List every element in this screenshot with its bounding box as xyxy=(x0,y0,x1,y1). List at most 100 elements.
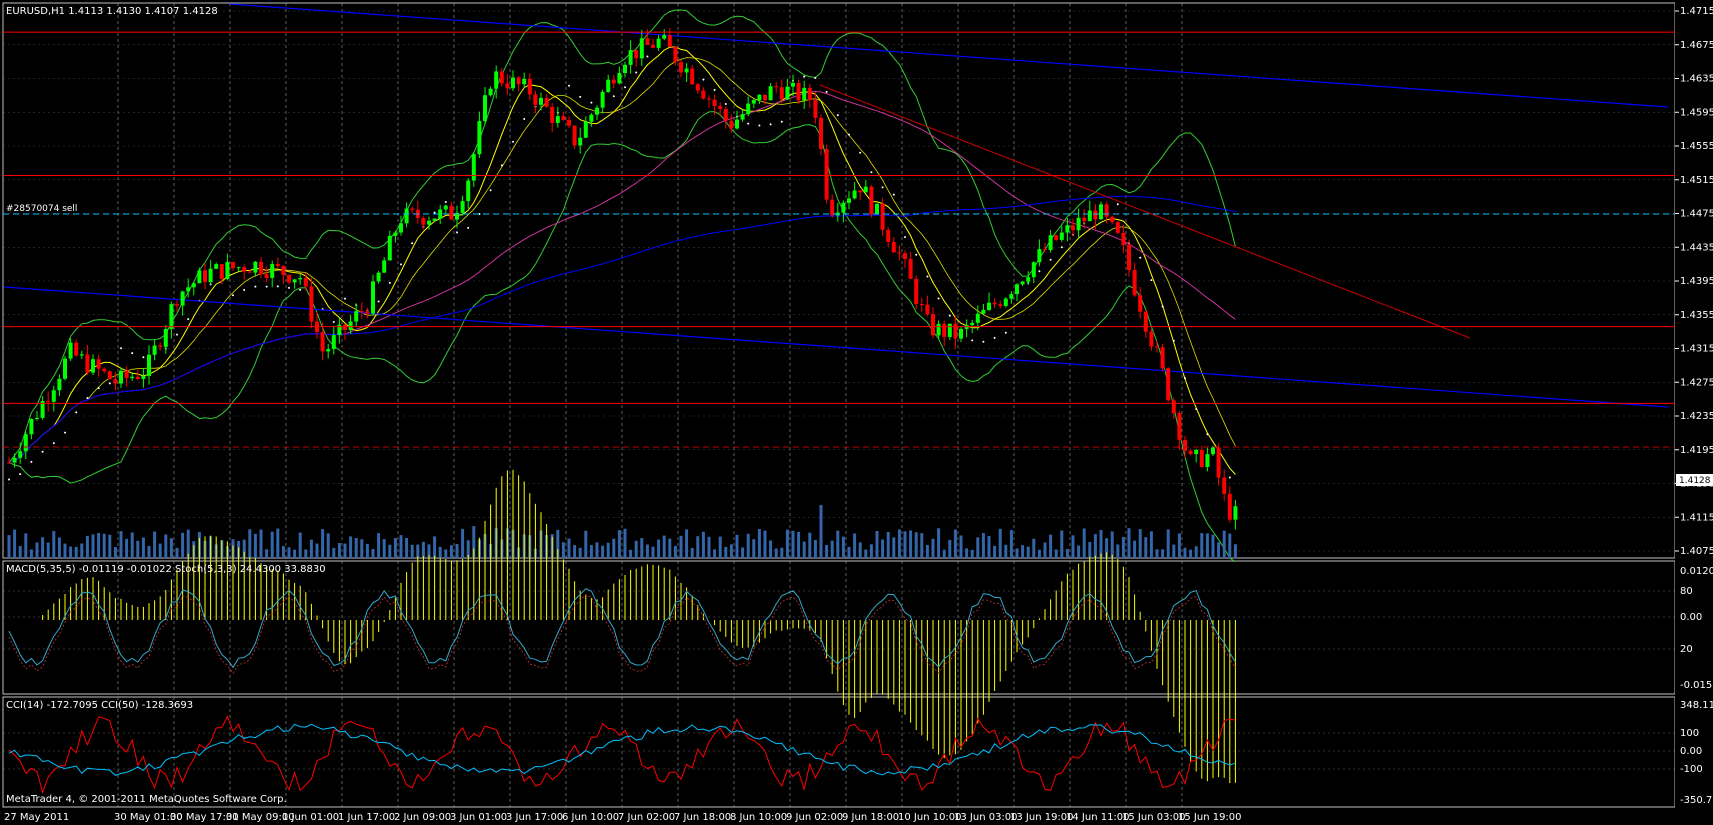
volume-bar xyxy=(606,542,610,558)
candle-body xyxy=(1227,493,1232,520)
psar-dot xyxy=(982,340,985,343)
volume-bar xyxy=(1099,530,1103,558)
volume-bar xyxy=(701,531,705,558)
psar-dot xyxy=(948,314,951,317)
psar-dot xyxy=(52,442,55,445)
volume-bar xyxy=(259,529,263,558)
time-tick-label: 14 Jun 11:00 xyxy=(1066,812,1130,823)
psar-dot xyxy=(86,397,89,400)
psar-dot xyxy=(1150,279,1153,282)
candle-body xyxy=(807,87,812,101)
time-tick-label: 3 Jun 01:00 xyxy=(450,812,507,823)
macd-stoch-panel[interactable] xyxy=(2,560,1676,695)
volume-bar xyxy=(953,529,957,558)
candle-body xyxy=(443,205,448,210)
volume-bar xyxy=(578,547,582,558)
volume-bar xyxy=(1037,549,1041,558)
psar-dot xyxy=(724,103,727,106)
candle-body xyxy=(970,322,975,325)
time-tick-label: 1 Jun 17:00 xyxy=(338,812,395,823)
volume-bar xyxy=(1065,548,1069,558)
candle-body xyxy=(124,370,129,379)
candle-body xyxy=(348,321,353,331)
candle-body xyxy=(824,149,829,200)
candle-body xyxy=(634,50,639,59)
cci-panel[interactable] xyxy=(2,696,1676,808)
volume-bar xyxy=(662,535,666,558)
time-tick-label: 15 Jun 19:00 xyxy=(1178,812,1242,823)
candle-body xyxy=(998,304,1003,306)
psar-dot xyxy=(1116,203,1119,206)
candle-body xyxy=(449,205,454,220)
candle-body xyxy=(718,106,723,109)
candle-body xyxy=(1009,294,1014,299)
volume-bar xyxy=(349,536,353,558)
psar-dot xyxy=(1228,476,1231,479)
volume-bar xyxy=(438,546,442,558)
candle-body xyxy=(606,79,611,92)
candle-body xyxy=(432,218,437,221)
candle-body xyxy=(197,270,202,284)
volume-bar xyxy=(281,546,285,558)
volume-bar xyxy=(942,549,946,558)
volume-bar xyxy=(679,535,683,558)
volume-bar xyxy=(1177,533,1181,558)
candle-body xyxy=(539,97,543,105)
candle-body xyxy=(1216,447,1221,478)
volume-bar xyxy=(741,547,745,558)
candle-body xyxy=(701,90,706,99)
candle-body xyxy=(102,368,107,372)
macd-tick-label: 0.01204 xyxy=(1680,566,1713,577)
psar-dot xyxy=(646,55,649,58)
candle-body xyxy=(1037,249,1042,263)
candle-body xyxy=(1211,447,1215,455)
candle-body xyxy=(242,267,247,272)
volume-bar xyxy=(561,542,565,558)
candle-body xyxy=(393,232,398,236)
candle-body xyxy=(1199,449,1204,467)
candle-body xyxy=(107,371,112,380)
time-tick-label: 10 Jun 10:00 xyxy=(898,812,962,823)
volume-bar xyxy=(304,549,308,558)
time-tick-label: 27 May 2011 xyxy=(4,812,69,823)
volume-bar xyxy=(724,546,728,558)
candle-body xyxy=(1127,244,1131,271)
candle-body xyxy=(779,87,784,100)
candle-body xyxy=(135,376,140,379)
candle-body xyxy=(147,354,151,376)
volume-bar xyxy=(1077,545,1081,558)
candle-body xyxy=(1043,249,1047,251)
volume-bar xyxy=(864,549,868,558)
psar-dot xyxy=(590,101,593,104)
candle-body xyxy=(791,82,795,87)
volume-bar xyxy=(735,534,739,558)
psar-dot xyxy=(30,460,33,463)
psar-dot xyxy=(120,347,122,350)
psar-dot xyxy=(635,71,638,74)
macd-tick-label: -0.01522 xyxy=(1680,680,1713,691)
candle-body xyxy=(488,88,493,96)
psar-dot xyxy=(254,285,257,288)
volume-bar xyxy=(461,528,465,558)
candle-body xyxy=(527,78,532,95)
volume-bar xyxy=(881,539,885,558)
time-tick-label: 15 Jun 03:00 xyxy=(1122,812,1186,823)
cci-axis: 348.117 100 0.00 -100 -350.725 xyxy=(1680,700,1713,806)
volume-bar xyxy=(57,537,61,558)
order-label[interactable]: #28570074 sell xyxy=(6,204,77,214)
candle-body xyxy=(18,451,23,458)
candle-body xyxy=(595,107,599,115)
psar-dot xyxy=(915,253,918,256)
volume-bar xyxy=(1233,544,1237,558)
main-price-panel[interactable] xyxy=(2,2,1676,559)
candle-body xyxy=(130,376,135,379)
candle-body xyxy=(23,434,28,452)
candle-body xyxy=(589,114,594,122)
candle-body xyxy=(399,223,403,233)
candle-body xyxy=(74,342,79,356)
candle-body xyxy=(382,260,387,273)
volume-bar xyxy=(147,545,151,558)
candle-body xyxy=(1222,477,1227,494)
psar-dot xyxy=(1161,305,1164,308)
